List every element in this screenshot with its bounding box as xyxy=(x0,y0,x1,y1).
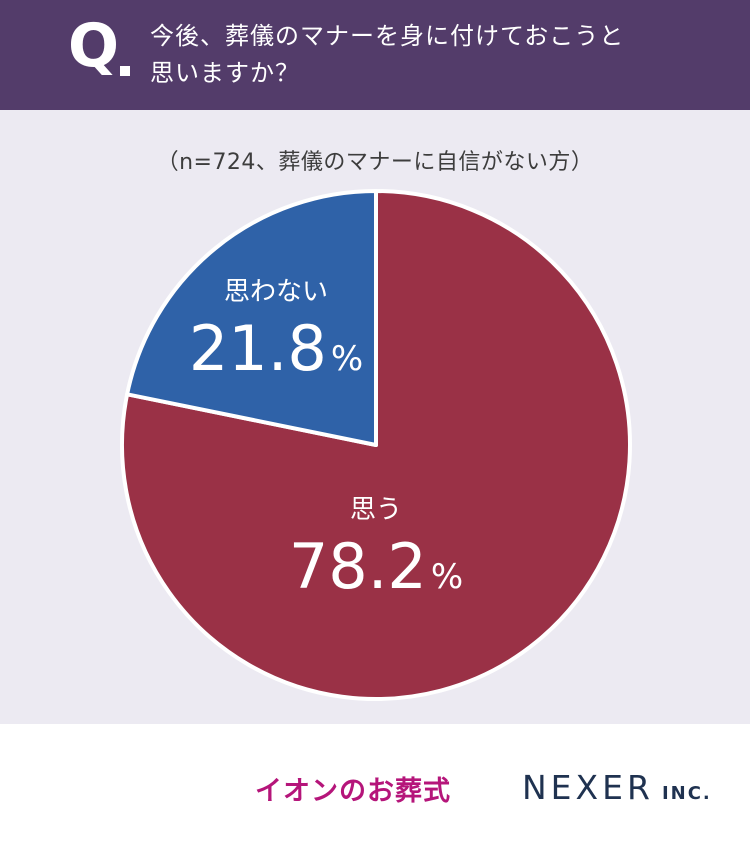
slice-value-1: 21.8% xyxy=(189,312,363,385)
chart-subtitle: （n=724、葬儀のマナーに自信がない方） xyxy=(156,150,594,175)
aeon-funeral-logo: イオンのお葬式 xyxy=(255,776,451,807)
nexer-logo-suffix: INC. xyxy=(661,783,712,804)
slice-value-0: 78.2% xyxy=(289,530,463,603)
slice-label-0: 思う xyxy=(350,495,402,525)
nexer-logo-text: NEXER xyxy=(522,768,654,807)
pie-slice-1 xyxy=(125,189,378,447)
q-mark: Q xyxy=(68,11,120,81)
slice-label-group-1: 思わない 21.8% xyxy=(189,277,363,385)
q-dot xyxy=(120,66,130,76)
pie-chart: 思う 78.2 % 思わない 21.8% xyxy=(120,189,632,701)
footer: イオンのお葬式 NEXER INC. xyxy=(0,724,750,855)
question-header: Q 今後、葬儀のマナーを身に付けておこうと 思いますか？ xyxy=(0,0,750,110)
chart-area: （n=724、葬儀のマナーに自信がない方） 思う 78.2% 思わない 21.8% xyxy=(0,110,750,724)
slice-label-1: 思わない xyxy=(224,277,328,307)
nexer-logo: NEXER INC. xyxy=(522,768,712,807)
question-text: 今後、葬儀のマナーを身に付けておこうと 思いますか？ xyxy=(150,22,625,87)
slice-label-group-0: 思う 78.2% xyxy=(289,495,463,603)
